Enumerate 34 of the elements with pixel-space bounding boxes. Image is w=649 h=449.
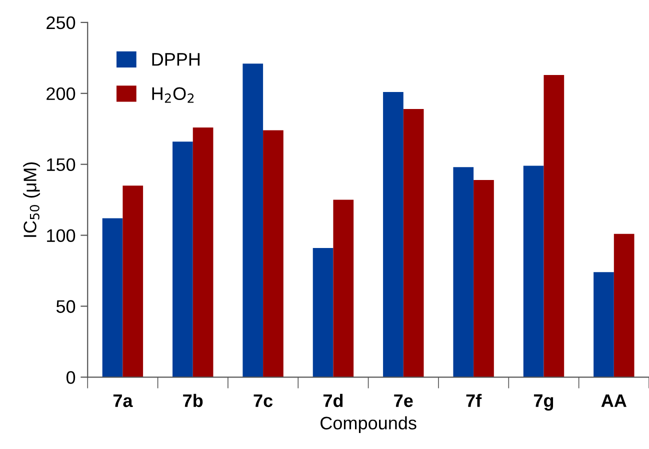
bar <box>122 186 144 378</box>
bar <box>474 180 494 378</box>
y-tick-label: 50 <box>56 300 76 313</box>
bar <box>403 109 424 378</box>
bar <box>312 248 334 378</box>
bar <box>383 92 404 378</box>
x-tick-label: 7b <box>183 394 203 408</box>
bar <box>242 64 264 378</box>
legend-label: DPPH <box>152 53 200 66</box>
bar <box>523 166 544 378</box>
x-tick-label: 7g <box>534 394 554 411</box>
x-axis-title: Compounds <box>320 416 416 434</box>
legend-label: H$_{2}$O$_{2}$ <box>152 87 194 103</box>
y-tick-label: 0 <box>66 371 76 384</box>
bar <box>614 234 634 378</box>
y-tick-label: 250 <box>46 16 76 30</box>
x-tick-label: 7e <box>394 394 413 408</box>
x-tick-label: 7a <box>113 394 133 408</box>
x-tick-label: 7d <box>323 394 343 408</box>
x-tick-label: 7c <box>254 394 273 408</box>
y-tick-label: 100 <box>47 229 76 242</box>
y-tick-label: 200 <box>46 87 76 100</box>
y-axis-title: IC$_{50}$ (μM) <box>23 162 40 237</box>
x-tick-label: AA <box>601 394 626 407</box>
bar <box>172 142 193 378</box>
bar <box>102 218 123 378</box>
bar <box>333 200 354 378</box>
bar <box>453 167 474 378</box>
bar <box>544 74 564 378</box>
bar <box>594 272 614 378</box>
x-tick-label: 7f <box>466 394 482 407</box>
y-tick-label: 150 <box>47 158 76 172</box>
bar <box>263 130 284 378</box>
bar <box>192 127 214 378</box>
